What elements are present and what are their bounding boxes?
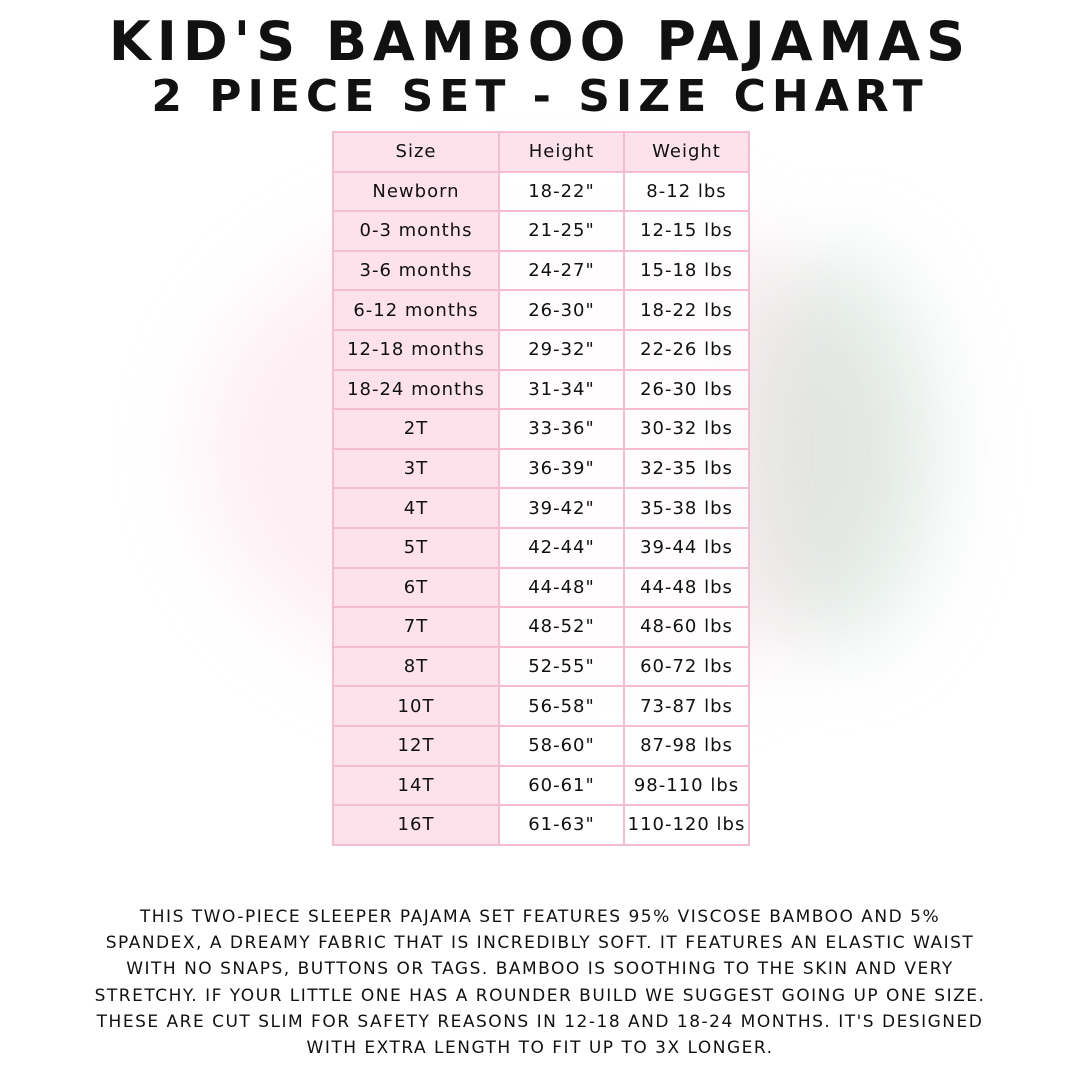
table-row: 14T 60-61" 98-110 lbs	[332, 764, 750, 807]
height-cell: 48-52"	[498, 606, 625, 648]
table-row: 3T 36-39" 32-35 lbs	[332, 447, 750, 490]
height-cell: 33-36"	[498, 408, 625, 450]
size-cell: 0-3 months	[332, 210, 500, 252]
weight-cell: 44-48 lbs	[623, 566, 750, 609]
table-row: 12-18 months 29-32" 22-26 lbs	[332, 328, 750, 371]
weight-cell: 39-44 lbs	[623, 526, 750, 569]
size-cell: 2T	[332, 408, 500, 450]
description-line: WITH NO SNAPS, BUTTONS OR TAGS. BAMBOO I…	[126, 959, 954, 980]
weight-cell: 48-60 lbs	[623, 606, 750, 648]
description-line: STRETCHY. IF YOUR LITTLE ONE HAS A ROUND…	[94, 985, 986, 1006]
description-line: WITH EXTRA LENGTH TO FIT UP TO 3X LONGER…	[306, 1038, 774, 1059]
size-cell: 14T	[332, 764, 500, 807]
size-cell: 3-6 months	[332, 249, 500, 292]
weight-cell: 87-98 lbs	[623, 724, 750, 767]
size-cell: 16T	[332, 804, 500, 846]
page-title: KID'S BAMBOO PAJAMAS	[108, 10, 972, 73]
size-cell: 12-18 months	[332, 328, 500, 371]
weight-cell: 110-120 lbs	[623, 804, 750, 846]
height-cell: 60-61"	[498, 764, 625, 807]
table-row: 6-12 months 26-30" 18-22 lbs	[332, 289, 750, 331]
description-line: THESE ARE CUT SLIM FOR SAFETY REASONS IN…	[96, 1011, 984, 1032]
size-cell: 18-24 months	[332, 368, 500, 411]
table-row: 8T 52-55" 60-72 lbs	[332, 645, 750, 688]
height-cell: 42-44"	[498, 526, 625, 569]
table-row: 6T 44-48" 44-48 lbs	[332, 566, 750, 609]
height-cell: 18-22"	[498, 170, 625, 213]
table-row: 7T 48-52" 48-60 lbs	[332, 606, 750, 648]
weight-cell: 15-18 lbs	[623, 249, 750, 292]
size-cell: 12T	[332, 724, 500, 767]
height-cell: Height	[498, 131, 625, 173]
product-description: THIS TWO-PIECE SLEEPER PAJAMA SET FEATUR…	[0, 904, 1080, 1061]
table-row: 18-24 months 31-34" 26-30 lbs	[332, 368, 750, 411]
size-chart-table: Size Height Weight Newborn 18-22" 8-12 lbs 0-3…	[332, 131, 750, 846]
table-row: 3-6 months 24-27" 15-18 lbs	[332, 249, 750, 292]
background-cactus-illustration	[740, 250, 940, 650]
height-cell: 26-30"	[498, 289, 625, 331]
height-cell: 39-42"	[498, 487, 625, 529]
height-cell: 29-32"	[498, 328, 625, 371]
table-row: 10T 56-58" 73-87 lbs	[332, 685, 750, 727]
weight-cell: 73-87 lbs	[623, 685, 750, 727]
page-subtitle: 2 PIECE SET - SIZE CHART	[151, 71, 929, 122]
weight-cell: 26-30 lbs	[623, 368, 750, 411]
weight-cell: 8-12 lbs	[623, 170, 750, 213]
weight-cell: 60-72 lbs	[623, 645, 750, 688]
weight-cell: Weight	[623, 131, 750, 173]
description-line: SPANDEX, A DREAMY FABRIC THAT IS INCREDI…	[105, 933, 975, 954]
height-cell: 61-63"	[498, 804, 625, 846]
table-row: 5T 42-44" 39-44 lbs	[332, 526, 750, 569]
table-row: 2T 33-36" 30-32 lbs	[332, 408, 750, 450]
height-cell: 21-25"	[498, 210, 625, 252]
weight-cell: 12-15 lbs	[623, 210, 750, 252]
table-row: Newborn 18-22" 8-12 lbs	[332, 170, 750, 213]
height-cell: 52-55"	[498, 645, 625, 688]
table-header-row: Size Height Weight	[332, 131, 750, 173]
weight-cell: 32-35 lbs	[623, 447, 750, 490]
size-cell: Size	[332, 131, 500, 173]
size-cell: 4T	[332, 487, 500, 529]
size-cell: Newborn	[332, 170, 500, 213]
height-cell: 44-48"	[498, 566, 625, 609]
description-line: THIS TWO-PIECE SLEEPER PAJAMA SET FEATUR…	[139, 907, 941, 927]
table-row: 0-3 months 21-25" 12-15 lbs	[332, 210, 750, 252]
size-cell: 10T	[332, 685, 500, 727]
table-row: 4T 39-42" 35-38 lbs	[332, 487, 750, 529]
weight-cell: 35-38 lbs	[623, 487, 750, 529]
height-cell: 24-27"	[498, 249, 625, 292]
weight-cell: 98-110 lbs	[623, 764, 750, 807]
size-cell: 3T	[332, 447, 500, 490]
size-cell: 7T	[332, 606, 500, 648]
height-cell: 36-39"	[498, 447, 625, 490]
size-cell: 6T	[332, 566, 500, 609]
table-row: 12T 58-60" 87-98 lbs	[332, 724, 750, 767]
height-cell: 56-58"	[498, 685, 625, 727]
size-cell: 5T	[332, 526, 500, 569]
size-cell: 8T	[332, 645, 500, 688]
weight-cell: 18-22 lbs	[623, 289, 750, 331]
table-row: 16T 61-63" 110-120 lbs	[332, 804, 750, 846]
weight-cell: 30-32 lbs	[623, 408, 750, 450]
weight-cell: 22-26 lbs	[623, 328, 750, 371]
size-cell: 6-12 months	[332, 289, 500, 331]
height-cell: 58-60"	[498, 724, 625, 767]
height-cell: 31-34"	[498, 368, 625, 411]
